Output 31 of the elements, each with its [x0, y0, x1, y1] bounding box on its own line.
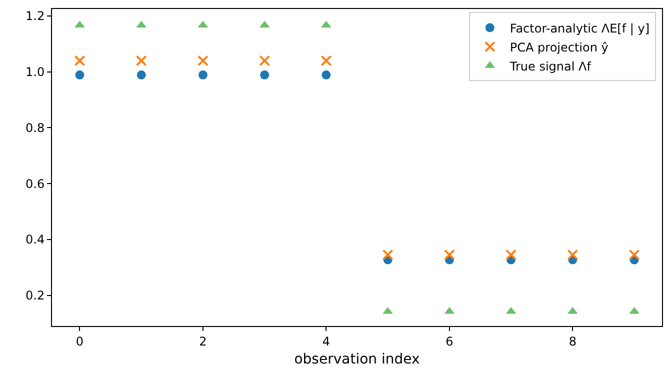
x-tick-label: 8: [568, 334, 576, 348]
y-tick-label: 1.2: [26, 9, 45, 24]
y-tick-label: 0.2: [26, 288, 45, 302]
point: [320, 55, 332, 66]
point: [629, 306, 640, 314]
point: [444, 249, 455, 260]
point: [198, 70, 208, 80]
point: [74, 55, 86, 66]
legend-label: True signal Λf: [508, 59, 592, 74]
point: [382, 249, 394, 260]
x-tick-label: 6: [446, 334, 454, 348]
point: [628, 249, 640, 260]
x-tick-label: 2: [199, 334, 207, 348]
y-tick-label: 0.4: [26, 232, 45, 247]
legend-label: Factor-analytic ΛE[f | y]: [510, 21, 650, 36]
point: [322, 70, 331, 80]
x-axis-title: observation index: [294, 352, 420, 368]
point: [197, 55, 208, 66]
x-tick-label: 4: [322, 334, 330, 348]
point: [260, 70, 270, 80]
legend-label: PCA projection ŷ: [510, 40, 608, 54]
point: [136, 70, 146, 80]
y-tick-label: 1.0: [26, 65, 45, 80]
point: [567, 249, 578, 260]
x-tick-label: 0: [76, 334, 84, 348]
y-tick-label: 0.6: [26, 176, 45, 191]
point: [136, 55, 147, 66]
point: [75, 70, 84, 80]
point: [259, 55, 270, 66]
y-tick-label: 0.8: [26, 120, 45, 135]
point: [506, 249, 517, 260]
